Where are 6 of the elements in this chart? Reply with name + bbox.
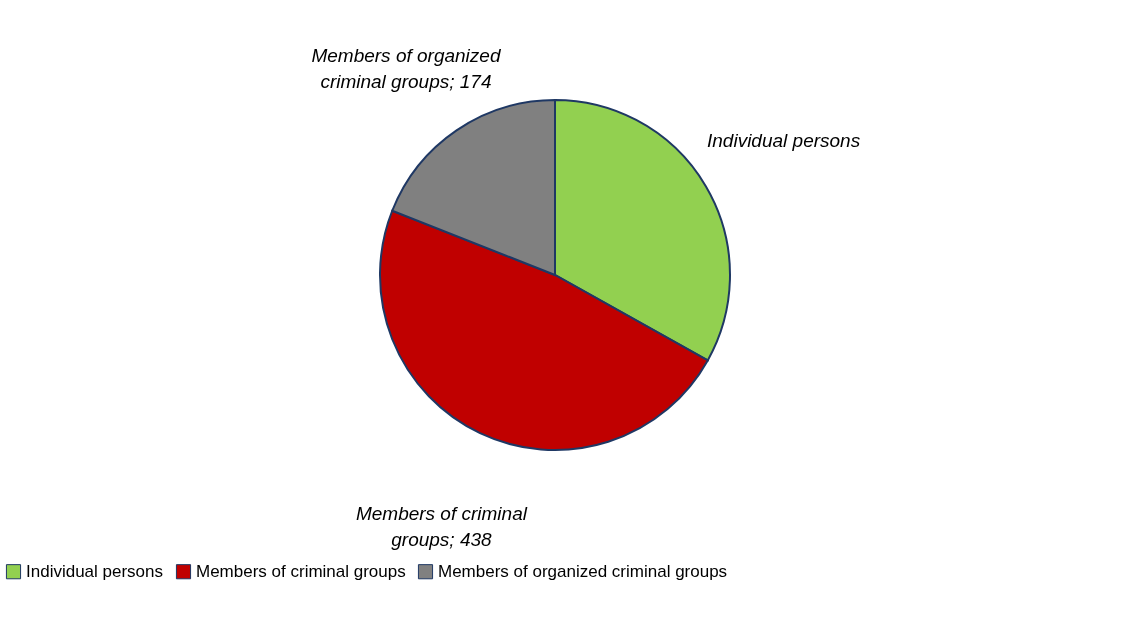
legend-label: Members of criminal groups <box>196 561 406 581</box>
data-label: Individual persons <box>707 129 861 151</box>
legend-label: Individual persons <box>26 561 164 581</box>
legend-label: Members of organized criminal groups <box>438 561 728 581</box>
data-label: Members of organized criminal groups; 174 <box>311 44 502 92</box>
data-label: Members of criminal groups; 438 <box>355 503 528 551</box>
